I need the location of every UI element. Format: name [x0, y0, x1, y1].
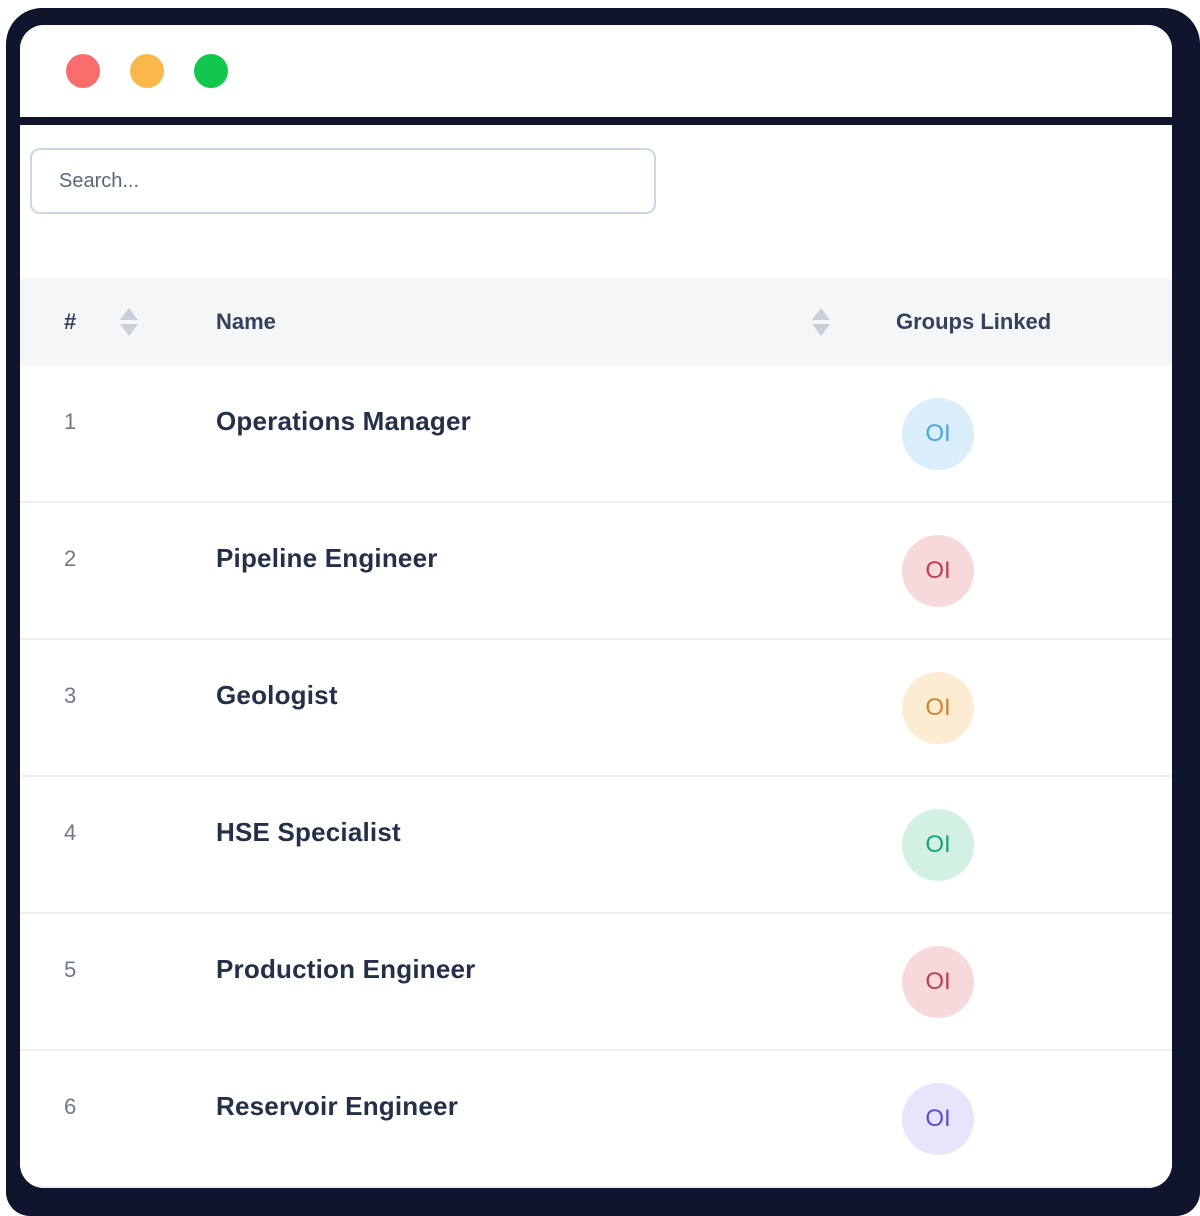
row-groups-cell: OI	[896, 397, 1172, 470]
column-header-groups-label: Groups Linked	[896, 309, 1052, 334]
sort-desc-icon	[120, 324, 139, 336]
row-groups-cell: OI	[896, 808, 1172, 881]
column-header-name[interactable]: Name	[216, 308, 896, 336]
group-linked-badge[interactable]: OI	[902, 808, 974, 881]
table-row[interactable]: 6 Reservoir Engineer OI	[20, 1051, 1172, 1188]
traffic-light-close-button[interactable]	[66, 54, 100, 88]
column-header-name-label: Name	[216, 309, 276, 334]
search-input[interactable]	[30, 148, 656, 214]
group-linked-badge[interactable]: OI	[902, 1082, 974, 1155]
row-name: HSE Specialist	[216, 817, 401, 847]
row-index: 1	[64, 408, 77, 434]
column-header-index[interactable]: #	[64, 308, 216, 336]
page-content: # Name Groups Linked	[20, 125, 1172, 1188]
row-index: 3	[64, 682, 77, 708]
column-header-groups: Groups Linked	[896, 309, 1172, 335]
row-name: Operations Manager	[216, 406, 471, 436]
table-header-row: # Name Groups Linked	[20, 278, 1172, 366]
table-row[interactable]: 5 Production Engineer OI	[20, 914, 1172, 1051]
table-row[interactable]: 2 Pipeline Engineer OI	[20, 503, 1172, 640]
traffic-light-maximize-button[interactable]	[194, 54, 228, 88]
table-row[interactable]: 4 HSE Specialist OI	[20, 777, 1172, 914]
table-body: 1 Operations Manager OI 2 Pipeline Engin…	[20, 366, 1172, 1188]
traffic-light-minimize-button[interactable]	[130, 54, 164, 88]
titlebar-divider	[20, 117, 1172, 125]
roles-table: # Name Groups Linked	[20, 278, 1172, 1188]
sort-desc-icon	[812, 324, 830, 336]
row-groups-cell: OI	[896, 1082, 1172, 1155]
sort-icon[interactable]	[812, 308, 830, 336]
row-index: 4	[64, 819, 77, 845]
table-row[interactable]: 1 Operations Manager OI	[20, 366, 1172, 503]
row-name: Production Engineer	[216, 954, 476, 984]
group-linked-badge[interactable]: OI	[902, 671, 974, 744]
sort-asc-icon	[120, 308, 139, 320]
group-linked-badge[interactable]: OI	[902, 397, 974, 470]
group-linked-badge[interactable]: OI	[902, 945, 974, 1018]
row-index: 2	[64, 545, 77, 571]
table-row[interactable]: 3 Geologist OI	[20, 640, 1172, 777]
row-name: Reservoir Engineer	[216, 1091, 459, 1121]
sort-asc-icon	[812, 308, 830, 320]
row-groups-cell: OI	[896, 945, 1172, 1018]
row-groups-cell: OI	[896, 534, 1172, 607]
row-name: Geologist	[216, 680, 338, 710]
row-groups-cell: OI	[896, 671, 1172, 744]
group-linked-badge[interactable]: OI	[902, 534, 974, 607]
row-index: 5	[64, 956, 77, 982]
browser-window: # Name Groups Linked	[20, 25, 1172, 1188]
row-index: 6	[64, 1093, 77, 1119]
sort-icon[interactable]	[120, 308, 139, 336]
window-titlebar	[20, 25, 1172, 117]
column-header-index-label: #	[64, 309, 77, 334]
row-name: Pipeline Engineer	[216, 543, 438, 573]
